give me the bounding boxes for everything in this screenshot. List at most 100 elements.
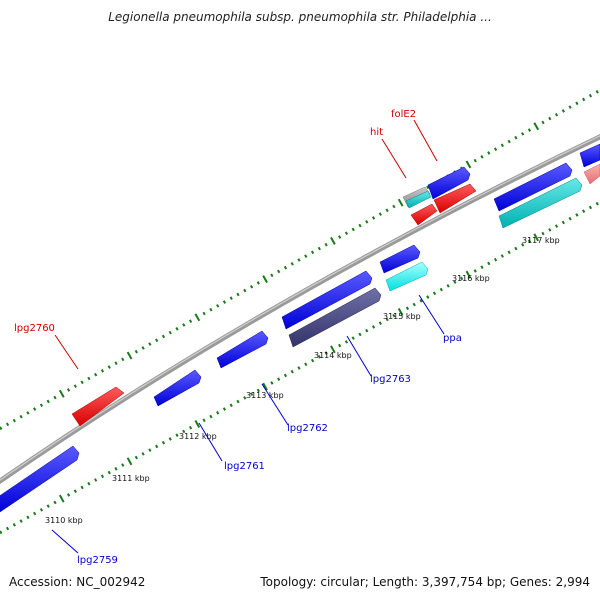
- outer-minor-tick: [277, 269, 281, 274]
- outer-major-tick: [330, 236, 336, 245]
- gene-dark-purple[interactable]: [288, 287, 382, 348]
- gene-blue-edge[interactable]: [579, 143, 600, 168]
- gene-blue-upper-right[interactable]: [493, 162, 573, 212]
- inner-minor-tick: [46, 504, 50, 508]
- outer-minor-tick: [0, 426, 3, 430]
- inner-minor-tick: [188, 425, 193, 430]
- inner-minor-tick: [155, 444, 159, 449]
- inner-major-tick: [330, 345, 336, 354]
- outer-minor-tick: [134, 349, 138, 354]
- label-lpg2759[interactable]: lpg2759: [77, 555, 118, 566]
- gene-ppa[interactable]: [385, 261, 429, 292]
- outer-minor-tick: [378, 212, 382, 216]
- outer-minor-tick: [371, 216, 376, 220]
- outer-minor-tick: [175, 327, 179, 331]
- outer-minor-tick: [26, 411, 30, 415]
- outer-minor-tick: [141, 346, 145, 350]
- label-leaders: [51, 119, 445, 554]
- label-folE2[interactable]: folE2: [391, 109, 416, 120]
- map-title: Legionella pneumophila subsp. pneumophil…: [108, 10, 492, 24]
- outer-minor-tick: [548, 116, 552, 121]
- tick-label-3116: 3116 kbp: [452, 274, 490, 283]
- outer-minor-tick: [202, 311, 206, 316]
- inner-minor-tick: [229, 403, 233, 408]
- inner-tick-track: [0, 201, 599, 535]
- inner-minor-tick: [595, 201, 599, 206]
- inner-minor-tick: [94, 478, 98, 482]
- outer-minor-tick: [46, 399, 50, 404]
- outer-major-tick: [194, 313, 201, 322]
- outer-minor-tick: [568, 105, 572, 109]
- outer-minor-tick: [73, 384, 77, 388]
- inner-minor-tick: [324, 351, 328, 355]
- gene-lpg2763[interactable]: [281, 270, 373, 330]
- gene-lpg2762[interactable]: [216, 330, 269, 369]
- outer-minor-tick: [80, 380, 84, 385]
- inner-minor-tick: [460, 276, 464, 281]
- inner-minor-tick: [304, 362, 308, 367]
- outer-minor-tick: [209, 307, 213, 312]
- outer-minor-tick: [541, 120, 545, 125]
- outer-major-tick: [397, 198, 404, 207]
- gene-blue-mid[interactable]: [379, 244, 421, 274]
- inner-minor-tick: [548, 228, 552, 232]
- inner-minor-tick: [453, 280, 457, 284]
- inner-major-tick: [126, 457, 133, 466]
- inner-minor-tick: [514, 246, 518, 251]
- gene-cyan-large[interactable]: [498, 177, 583, 229]
- outer-minor-tick: [270, 273, 274, 278]
- outer-minor-tick: [358, 223, 362, 228]
- leader-lpg2762: [261, 383, 289, 426]
- inner-major-tick: [533, 233, 540, 242]
- gene-lpg2760[interactable]: [71, 386, 125, 427]
- tick-label-3113: 3113 kbp: [246, 391, 284, 400]
- outer-minor-tick: [100, 369, 105, 373]
- label-hit[interactable]: hit: [370, 127, 383, 138]
- outer-minor-tick: [12, 418, 16, 423]
- outer-minor-tick: [168, 330, 172, 335]
- reverse-strand-genes: [71, 163, 600, 427]
- gene-pink-edge[interactable]: [583, 163, 600, 185]
- inner-minor-tick: [310, 358, 315, 363]
- inner-minor-tick: [134, 455, 138, 460]
- label-ppa[interactable]: ppa: [443, 333, 462, 344]
- label-lpg2761[interactable]: lpg2761: [224, 461, 265, 472]
- outer-minor-tick: [188, 319, 193, 323]
- inner-minor-tick: [53, 500, 57, 505]
- label-lpg2763[interactable]: lpg2763: [370, 374, 411, 385]
- inner-minor-tick: [161, 440, 166, 445]
- inner-minor-tick: [365, 328, 369, 333]
- inner-minor-tick: [378, 321, 382, 325]
- outer-minor-tick: [53, 395, 57, 400]
- gene-cyan-mini[interactable]: [405, 190, 432, 209]
- outer-minor-tick: [148, 342, 152, 346]
- outer-minor-tick: [94, 372, 98, 377]
- gene-folE2[interactable]: [427, 166, 471, 200]
- outer-minor-tick: [514, 135, 518, 140]
- gene-lpg2761[interactable]: [153, 369, 202, 407]
- inner-minor-tick: [412, 302, 416, 307]
- outer-major-tick: [262, 275, 268, 284]
- gene-labels: lpg2759 lpg2760 lpg2761 lpg2762 lpg2763 …: [14, 109, 462, 566]
- outer-minor-tick: [521, 132, 525, 136]
- outer-minor-tick: [344, 231, 349, 236]
- genome-summary-text: Topology: circular; Length: 3,397,754 bp…: [260, 575, 590, 589]
- label-lpg2762[interactable]: lpg2762: [287, 423, 328, 434]
- inner-minor-tick: [114, 467, 118, 471]
- inner-minor-tick: [277, 377, 281, 381]
- inner-minor-tick: [541, 231, 545, 236]
- outer-minor-tick: [216, 304, 220, 308]
- inner-minor-tick: [26, 515, 30, 520]
- gene-lpg2759[interactable]: [0, 445, 80, 513]
- inner-minor-tick: [12, 523, 16, 527]
- inner-minor-tick: [182, 429, 186, 434]
- inner-minor-tick: [297, 366, 301, 370]
- gene-hit[interactable]: [410, 203, 438, 226]
- outer-major-tick: [465, 160, 472, 169]
- leader-lpg2759: [51, 529, 79, 554]
- gene-hit-part[interactable]: [433, 183, 477, 214]
- outer-minor-tick: [561, 109, 565, 113]
- outer-minor-tick: [5, 422, 10, 427]
- label-lpg2760[interactable]: lpg2760: [14, 323, 55, 334]
